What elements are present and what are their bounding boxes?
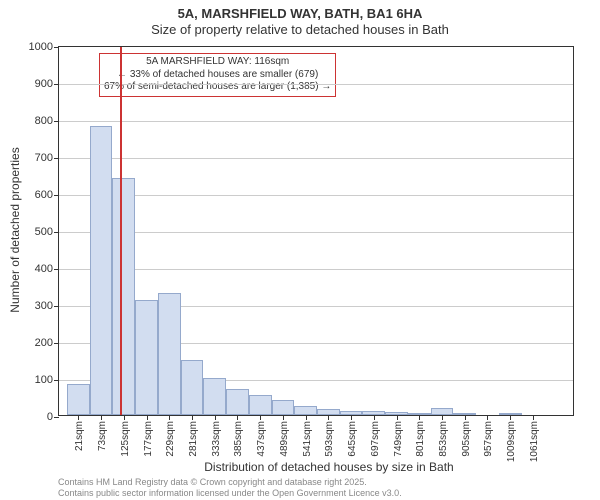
footer-line-2: Contains public sector information licen… [58,488,402,498]
histogram-bar [272,400,295,415]
xtick-label: 125sqm [120,421,131,457]
histogram-bar [203,378,226,415]
xtick-label: 749sqm [393,421,404,457]
xtick-label: 73sqm [97,421,108,451]
xtick-label: 957sqm [483,421,494,457]
xtick-mark [192,415,193,420]
xtick-label: 853sqm [438,421,449,457]
xtick-mark [533,415,534,420]
xtick-mark [147,415,148,420]
histogram-bar [181,360,204,416]
ytick-mark [54,232,59,233]
xtick-mark [283,415,284,420]
histogram-bar [431,408,454,415]
ytick-label: 800 [35,115,53,127]
xtick-label: 905sqm [461,421,472,457]
xtick-label: 1061sqm [529,421,540,462]
xtick-label: 229sqm [165,421,176,457]
xtick-label: 541sqm [302,421,313,457]
grid-line [59,269,573,270]
xtick-label: 333sqm [211,421,222,457]
ytick-label: 900 [35,78,53,90]
ytick-label: 700 [35,152,53,164]
xtick-mark [374,415,375,420]
ytick-mark [54,47,59,48]
ytick-label: 200 [35,337,53,349]
ytick-mark [54,121,59,122]
xtick-label: 1009sqm [506,421,517,462]
footer-line-1: Contains HM Land Registry data © Crown c… [58,477,402,487]
x-axis-label: Distribution of detached houses by size … [0,460,600,474]
property-marker-line [120,47,122,415]
xtick-mark [465,415,466,420]
xtick-mark [419,415,420,420]
footer-text: Contains HM Land Registry data © Crown c… [58,477,402,498]
chart-title-sub: Size of property relative to detached ho… [0,22,600,42]
xtick-mark [397,415,398,420]
annotation-line-1: 5A MARSHFIELD WAY: 116sqm [104,56,331,69]
xtick-label: 385sqm [233,421,244,457]
annotation-box: 5A MARSHFIELD WAY: 116sqm ← 33% of detac… [99,53,336,97]
xtick-label: 489sqm [279,421,290,457]
histogram-bar [67,384,90,415]
xtick-mark [306,415,307,420]
xtick-label: 645sqm [347,421,358,457]
xtick-mark [237,415,238,420]
plot-area: 5A MARSHFIELD WAY: 116sqm ← 33% of detac… [58,46,574,416]
ytick-mark [54,84,59,85]
histogram-bar [226,389,249,415]
grid-line [59,84,573,85]
xtick-mark [442,415,443,420]
xtick-mark [215,415,216,420]
xtick-mark [260,415,261,420]
xtick-label: 697sqm [370,421,381,457]
xtick-mark [487,415,488,420]
histogram-bar [112,178,135,415]
ytick-mark [54,195,59,196]
ytick-label: 600 [35,189,53,201]
xtick-label: 21sqm [74,421,85,451]
xtick-mark [510,415,511,420]
grid-line [59,232,573,233]
ytick-mark [54,417,59,418]
ytick-label: 300 [35,300,53,312]
xtick-label: 801sqm [415,421,426,457]
chart-title-main: 5A, MARSHFIELD WAY, BATH, BA1 6HA [0,0,600,22]
ytick-label: 1000 [29,41,53,53]
annotation-line-3: 67% of semi-detached houses are larger (… [104,81,331,94]
xtick-mark [78,415,79,420]
histogram-bar [249,395,272,415]
ytick-label: 0 [47,411,53,423]
ytick-mark [54,269,59,270]
grid-line [59,121,573,122]
ytick-mark [54,343,59,344]
ytick-label: 400 [35,263,53,275]
ytick-label: 100 [35,374,53,386]
xtick-mark [169,415,170,420]
histogram-bar [135,300,158,415]
xtick-mark [124,415,125,420]
xtick-label: 593sqm [324,421,335,457]
ytick-mark [54,158,59,159]
xtick-mark [328,415,329,420]
xtick-label: 281sqm [188,421,199,457]
annotation-line-2: ← 33% of detached houses are smaller (67… [104,69,331,82]
y-axis-label: Number of detached properties [8,147,22,312]
grid-line [59,158,573,159]
ytick-label: 500 [35,226,53,238]
ytick-mark [54,306,59,307]
ytick-mark [54,380,59,381]
histogram-bar [294,406,317,415]
histogram-bar [90,126,113,415]
chart-container: 5A, MARSHFIELD WAY, BATH, BA1 6HA Size o… [0,0,600,500]
xtick-label: 177sqm [143,421,154,457]
xtick-mark [351,415,352,420]
xtick-mark [101,415,102,420]
grid-line [59,195,573,196]
xtick-label: 437sqm [256,421,267,457]
histogram-bar [158,293,181,415]
